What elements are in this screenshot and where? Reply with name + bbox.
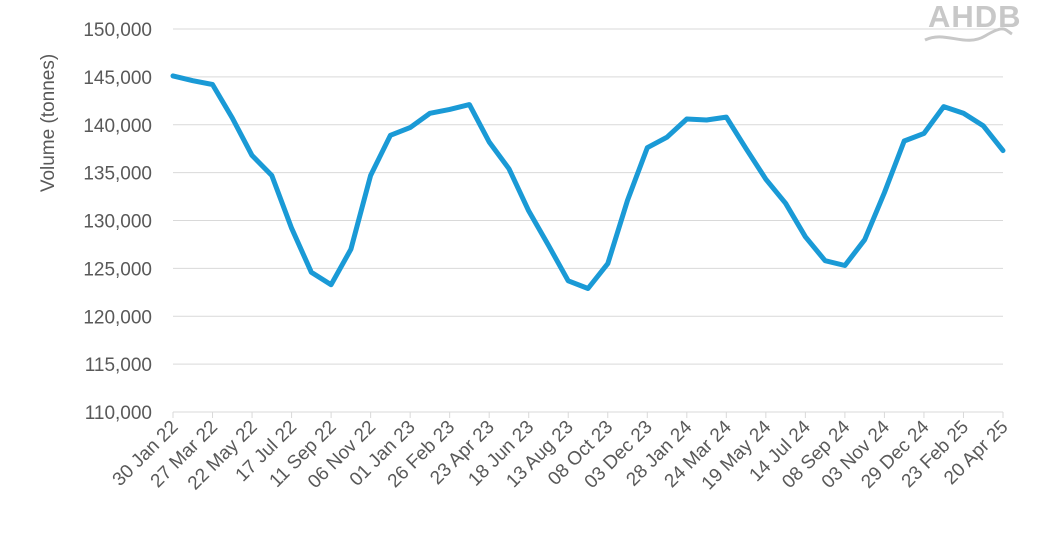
series-line — [170, 73, 1006, 291]
y-tick-label: 125,000 — [83, 259, 152, 280]
ahdb-logo: AHDB — [924, 0, 1022, 42]
y-tick-label: 135,000 — [83, 164, 152, 185]
y-tick-label: 110,000 — [85, 403, 152, 424]
y-tick-label: 130,000 — [83, 212, 152, 233]
y-tick-label: 150,000 — [83, 20, 152, 41]
gridlines — [173, 28, 1003, 365]
logo-text: AHDB — [928, 0, 1022, 34]
logo-wave-icon — [924, 27, 1013, 42]
y-axis-title: Volume (tonnes) — [38, 54, 59, 192]
y-tick-label: 115,000 — [85, 355, 152, 376]
y-tick-label: 140,000 — [83, 116, 152, 137]
y-axis-ticks: 110,000 115,000 120,000 125,000 130,000 135,0… — [83, 20, 152, 424]
y-tick-label: 120,000 — [83, 307, 152, 328]
y-tick-label: 145,000 — [83, 68, 152, 89]
